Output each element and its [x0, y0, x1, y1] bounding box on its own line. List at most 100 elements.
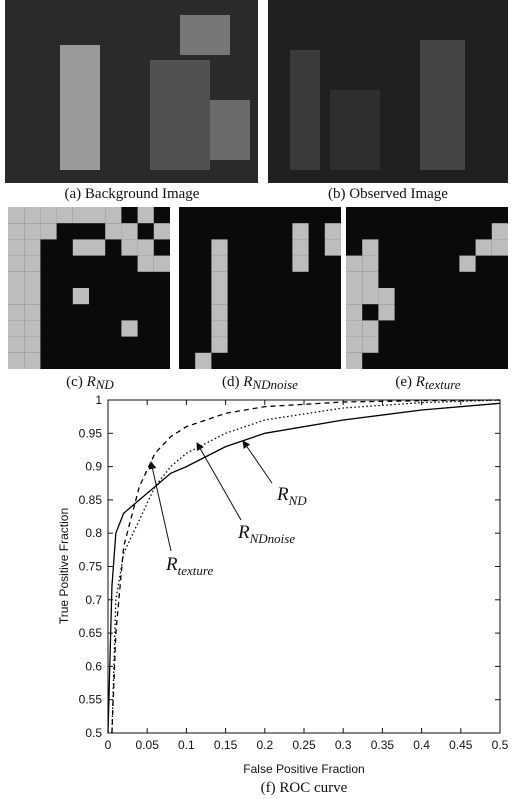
y-axis-label: True Positive Fraction — [57, 508, 71, 624]
caption-letter: (c) — [66, 374, 83, 390]
x-tick-label: 0.4 — [413, 738, 430, 752]
caption: (d) RNDnoise — [222, 374, 298, 392]
map-cell — [346, 336, 363, 353]
map-cell — [362, 271, 379, 288]
x-tick-label: 0.25 — [292, 738, 316, 752]
region-map — [179, 207, 341, 369]
x-tick-label: 0.15 — [214, 738, 238, 752]
map-cell — [324, 223, 341, 240]
map-cell — [211, 271, 228, 288]
map-cell — [24, 304, 41, 321]
y-tick-label: 0.75 — [79, 560, 103, 574]
map-cell — [121, 223, 138, 240]
caption-letter: (d) — [222, 374, 240, 390]
map-cell — [24, 352, 41, 369]
map-cell — [24, 207, 41, 224]
map-cell — [491, 239, 508, 256]
y-tick-label: 0.8 — [85, 526, 102, 540]
map-cell — [491, 223, 508, 240]
map-cell — [121, 239, 138, 256]
caption-symbol: R — [415, 374, 425, 390]
map-cell — [346, 304, 363, 321]
y-tick-label: 0.95 — [79, 426, 103, 440]
map-background — [179, 207, 341, 369]
map-cell — [8, 239, 25, 256]
map-cell — [346, 288, 363, 305]
curve-label: Rtexture — [165, 554, 213, 578]
map-cell — [362, 239, 379, 256]
x-tick-label: 0.2 — [256, 738, 273, 752]
map-cell — [40, 207, 57, 224]
map-cell — [292, 223, 309, 240]
map-cell — [378, 288, 395, 305]
label-subscript: texture — [178, 563, 214, 578]
region-map — [346, 207, 508, 369]
x-tick-label: 0.45 — [449, 738, 473, 752]
map-cell — [8, 207, 25, 224]
caption-subscript: NDnoise — [251, 377, 298, 392]
y-tick-label: 1 — [95, 393, 102, 407]
map-cell — [40, 223, 57, 240]
x-tick-label: 0.05 — [136, 738, 160, 752]
map-cell — [137, 255, 154, 272]
map-cell — [24, 223, 41, 240]
roc-curve — [111, 399, 501, 734]
label-subscript: NDnoise — [249, 531, 296, 546]
map-cell — [24, 320, 41, 337]
map-cell — [8, 336, 25, 353]
map-cell — [346, 255, 363, 272]
map-cell — [211, 304, 228, 321]
x-tick-label: 0.1 — [178, 738, 195, 752]
map-cell — [137, 239, 154, 256]
map-cell — [72, 288, 89, 305]
map-cell — [346, 352, 363, 369]
map-cell — [292, 239, 309, 256]
roc-curve — [107, 402, 501, 734]
caption: (a) Background Image — [65, 186, 200, 202]
x-tick-label: 0.35 — [371, 738, 395, 752]
arrow — [148, 461, 172, 552]
region-map — [8, 207, 170, 369]
label-subscript: ND — [288, 493, 308, 508]
map-cell — [153, 255, 170, 272]
caption: (b) Observed Image — [328, 186, 448, 202]
label-symbol: R — [237, 522, 250, 543]
map-cell — [459, 255, 476, 272]
map-cell — [137, 207, 154, 224]
x-tick-label: 0 — [105, 738, 112, 752]
map-cell — [378, 304, 395, 321]
plot: 0 0.05 0.1 0.15 0.2 0.25 0.3 0.35 0.4 0.45 0.5 0.5 0… — [79, 393, 509, 752]
map-cell — [105, 207, 122, 224]
y-tick-label: 0.85 — [79, 493, 103, 507]
caption-letter: (e) — [395, 374, 412, 390]
map-cell — [24, 271, 41, 288]
caption-symbol: R — [86, 374, 96, 390]
x-axis-label: False Positive Fraction — [243, 762, 364, 776]
map-cell — [105, 223, 122, 240]
map-cell — [211, 288, 228, 305]
caption: (e) Rtexture — [395, 374, 460, 392]
map-cell — [346, 320, 363, 337]
map-cell — [292, 255, 309, 272]
map-cell — [89, 239, 106, 256]
map-cell — [475, 239, 492, 256]
y-tick-label: 0.65 — [79, 626, 103, 640]
map-cell — [362, 336, 379, 353]
caption: (c) RND — [66, 374, 114, 392]
map-cell — [8, 304, 25, 321]
figure-caption: (f) ROC curve — [261, 780, 348, 796]
map-cell — [211, 239, 228, 256]
map-cell — [8, 320, 25, 337]
map-cell — [8, 288, 25, 305]
arrow — [196, 442, 242, 521]
map-cell — [24, 336, 41, 353]
x-tick-label: 0.5 — [492, 738, 509, 752]
curve-label: RNDnoise — [237, 522, 295, 546]
arrow — [242, 440, 273, 484]
region-maps — [8, 207, 508, 369]
map-cell — [24, 255, 41, 272]
x-tick-label: 0.3 — [335, 738, 352, 752]
map-cell — [211, 255, 228, 272]
background-image — [5, 0, 258, 183]
